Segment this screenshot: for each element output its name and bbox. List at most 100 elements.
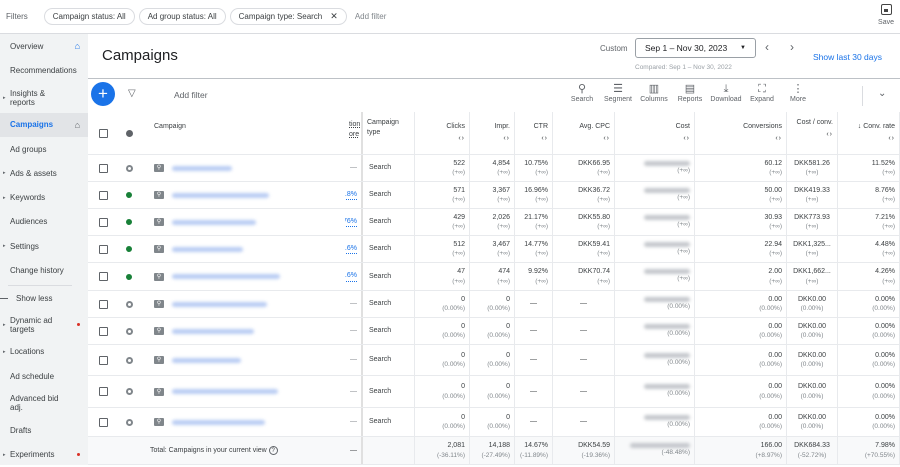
campaign-name-cell[interactable]: ⚲ bbox=[140, 155, 345, 181]
enabled-status-icon[interactable] bbox=[126, 246, 132, 252]
optimization-score-cell[interactable]: 1.8% bbox=[345, 182, 363, 208]
campaign-name-cell[interactable]: ⚲ bbox=[140, 318, 345, 344]
campaign-name-cell[interactable]: ⚲ bbox=[140, 263, 345, 290]
segment-button[interactable]: ☰ Segment bbox=[600, 82, 636, 103]
header-cost[interactable]: Cost ‹› bbox=[615, 112, 695, 154]
status-cell[interactable] bbox=[118, 345, 140, 375]
paused-status-icon[interactable] bbox=[125, 327, 133, 335]
show-last-30-days-link[interactable]: Show last 30 days bbox=[813, 52, 882, 62]
checkbox-cell[interactable] bbox=[88, 209, 118, 235]
sidebar-item-dynamic-ad-targets[interactable]: ▸ Dynamic ad targets bbox=[0, 310, 88, 340]
campaign-name-cell[interactable]: ⚲ bbox=[140, 345, 345, 375]
optimization-score-link[interactable]: 6.6% bbox=[345, 244, 357, 255]
sidebar-item-audiences[interactable]: Audiences bbox=[0, 210, 88, 234]
chevron-right-icon[interactable]: › bbox=[790, 40, 794, 54]
checkbox-cell[interactable] bbox=[88, 318, 118, 344]
sidebar-item-ads-assets[interactable]: ▸ Ads & assets bbox=[0, 161, 88, 185]
campaign-name-link[interactable] bbox=[172, 274, 280, 279]
sort-icon[interactable]: ‹› bbox=[541, 134, 548, 142]
campaign-name-link[interactable] bbox=[172, 389, 278, 394]
status-cell[interactable] bbox=[118, 318, 140, 344]
status-cell[interactable] bbox=[118, 408, 140, 436]
row-checkbox[interactable] bbox=[98, 355, 108, 365]
header-conv-rate[interactable]: ↓ Conv. rate ‹› bbox=[838, 112, 900, 154]
sort-icon[interactable]: ‹› bbox=[775, 134, 782, 142]
row-checkbox[interactable] bbox=[98, 326, 108, 336]
add-campaign-button[interactable]: + bbox=[91, 82, 115, 106]
checkbox-cell[interactable] bbox=[88, 236, 118, 262]
status-cell[interactable] bbox=[118, 376, 140, 407]
sidebar-item-campaigns[interactable]: Campaigns ⌂ bbox=[0, 112, 88, 137]
search-button[interactable]: ⚲ Search bbox=[564, 82, 600, 103]
paused-status-icon[interactable] bbox=[125, 388, 133, 395]
status-cell[interactable] bbox=[118, 236, 140, 262]
optimization-score-cell[interactable]: 6.6% bbox=[345, 236, 363, 262]
campaign-name-link[interactable] bbox=[172, 419, 265, 425]
expand-button[interactable]: ⛶ Expand bbox=[744, 82, 780, 103]
campaign-name-cell[interactable]: ⚲ bbox=[140, 182, 345, 208]
sidebar-item-ad-schedule[interactable]: Ad schedule bbox=[0, 364, 88, 388]
campaign-name-cell[interactable]: ⚲ bbox=[140, 291, 345, 317]
row-checkbox[interactable] bbox=[98, 190, 108, 200]
paused-status-icon[interactable] bbox=[125, 300, 133, 308]
campaign-name-cell[interactable]: ⚲ bbox=[140, 236, 345, 262]
sidebar-item-drafts[interactable]: Drafts bbox=[0, 418, 88, 442]
campaign-name-cell[interactable]: ⚲ bbox=[140, 376, 345, 407]
sort-icon[interactable]: ‹› bbox=[458, 134, 465, 142]
checkbox-cell[interactable] bbox=[88, 408, 118, 436]
sidebar-item-experiments[interactable]: ▸ Experiments bbox=[0, 443, 88, 467]
header-conversions[interactable]: Conversions ‹› bbox=[695, 112, 787, 154]
download-button[interactable]: ⤓ Download bbox=[708, 82, 744, 103]
row-checkbox[interactable] bbox=[98, 417, 108, 427]
sort-icon[interactable]: ‹› bbox=[683, 134, 690, 142]
checkbox-cell[interactable] bbox=[88, 291, 118, 317]
optimization-score-link[interactable]: 2.6% bbox=[345, 271, 357, 282]
checkbox-cell[interactable] bbox=[88, 263, 118, 290]
sort-icon[interactable]: ‹› bbox=[888, 134, 895, 142]
optimization-score-cell[interactable]: 76% bbox=[345, 209, 363, 235]
row-checkbox[interactable] bbox=[98, 272, 108, 281]
checkbox-cell[interactable] bbox=[88, 155, 118, 181]
status-cell[interactable] bbox=[118, 155, 140, 181]
close-icon[interactable]: ✕ bbox=[330, 11, 338, 21]
filter-icon[interactable]: ▽ bbox=[128, 88, 136, 99]
paused-status-icon[interactable] bbox=[125, 418, 133, 426]
chevron-left-icon[interactable]: ‹ bbox=[765, 40, 769, 54]
campaign-name-cell[interactable]: ⚲ bbox=[140, 408, 345, 436]
sidebar-item-insights-reports[interactable]: ▸ Insights & reports bbox=[0, 83, 88, 113]
add-filter-input[interactable]: Add filter bbox=[174, 90, 208, 100]
header-cost-conv[interactable]: Cost / conv. ‹› bbox=[787, 112, 838, 154]
save-button[interactable]: Save bbox=[878, 4, 894, 26]
campaign-name-cell[interactable]: ⚲ bbox=[140, 209, 345, 235]
sidebar-item-locations[interactable]: ▸ Locations bbox=[0, 340, 88, 364]
header-campaign[interactable]: Campaign bbox=[140, 112, 345, 154]
sidebar-item-recommendations[interactable]: Recommendations bbox=[0, 58, 88, 82]
campaign-name-link[interactable] bbox=[172, 301, 267, 307]
checkbox-cell[interactable] bbox=[88, 376, 118, 407]
optimization-score-link[interactable]: 1.8% bbox=[345, 190, 357, 201]
checkbox-cell[interactable] bbox=[88, 345, 118, 375]
enabled-status-icon[interactable] bbox=[126, 192, 132, 198]
status-cell[interactable] bbox=[118, 209, 140, 235]
checkbox-cell[interactable] bbox=[88, 182, 118, 208]
sidebar-item-settings[interactable]: ▸ Settings bbox=[0, 234, 88, 258]
columns-button[interactable]: ▥ Columns bbox=[636, 82, 672, 103]
help-icon[interactable]: ? bbox=[268, 445, 278, 455]
header-campaign-type[interactable]: Campaign type bbox=[363, 112, 415, 154]
optimization-score-cell[interactable]: 2.6% bbox=[345, 263, 363, 290]
paused-status-icon[interactable] bbox=[125, 356, 133, 364]
sort-icon[interactable]: ‹› bbox=[503, 134, 510, 142]
row-checkbox[interactable] bbox=[98, 217, 108, 227]
row-checkbox[interactable] bbox=[98, 244, 108, 254]
optimization-score-link[interactable]: 76% bbox=[345, 217, 357, 228]
enabled-status-icon[interactable] bbox=[126, 273, 132, 280]
campaign-name-link[interactable] bbox=[172, 219, 256, 225]
date-range-picker[interactable]: Sep 1 – Nov 30, 2023 ▼ bbox=[635, 38, 756, 58]
filter-chip-campaign-status[interactable]: Campaign status: All bbox=[43, 8, 135, 25]
paused-status-icon[interactable] bbox=[125, 164, 133, 172]
campaign-name-link[interactable] bbox=[172, 165, 232, 171]
chevron-down-icon[interactable]: ⌄ bbox=[878, 88, 887, 99]
sidebar-item-overview[interactable]: Overview ⌂ bbox=[0, 34, 88, 58]
sidebar-item-keywords[interactable]: ▸ Keywords bbox=[0, 185, 88, 209]
add-filter-link[interactable]: Add filter bbox=[354, 12, 387, 21]
